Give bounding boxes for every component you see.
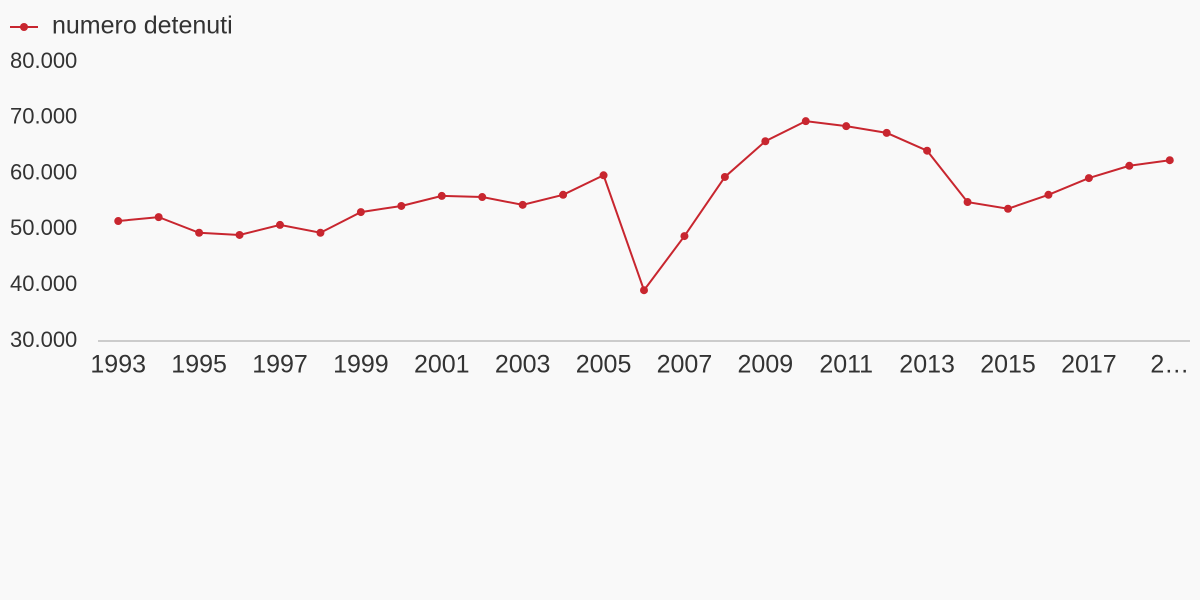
data-point — [882, 128, 891, 137]
data-point — [640, 286, 648, 295]
data-point — [114, 217, 123, 226]
data-point — [356, 208, 365, 217]
data-point — [1165, 156, 1174, 165]
x-tick-label: 2013 — [899, 351, 955, 379]
y-tick-label: 30.000 — [10, 327, 77, 352]
x-tick-label: 2015 — [980, 351, 1036, 379]
legend-marker — [20, 23, 28, 31]
data-point — [1004, 204, 1012, 213]
x-tick-label: 2009 — [738, 351, 794, 379]
data-point — [923, 146, 932, 155]
x-tick-label: 2011 — [819, 351, 873, 379]
data-point — [154, 213, 163, 222]
data-point — [559, 190, 568, 199]
y-tick-label: 40.000 — [10, 271, 77, 296]
legend-label: numero detenuti — [52, 12, 233, 40]
x-tick-label: 2017 — [1061, 351, 1117, 379]
data-point — [842, 122, 851, 131]
x-tick-label: 2001 — [414, 351, 470, 379]
data-point — [1125, 161, 1134, 170]
x-tick-label: 1999 — [333, 351, 389, 379]
data-point — [437, 191, 446, 200]
data-point — [195, 228, 204, 237]
data-point — [720, 172, 729, 181]
data-point — [761, 137, 770, 146]
data-point — [276, 220, 284, 229]
data-point — [1084, 174, 1093, 183]
x-tick-label: 1995 — [171, 351, 227, 379]
data-point — [397, 201, 406, 210]
data-point — [801, 117, 810, 126]
x-tick-label: 2005 — [576, 351, 632, 379]
data-point — [316, 228, 325, 237]
data-point — [680, 232, 689, 241]
data-point — [478, 193, 487, 202]
y-tick-label: 60.000 — [10, 159, 77, 184]
x-tick-label: 1993 — [90, 351, 146, 379]
data-point — [518, 200, 527, 209]
y-tick-label: 80.000 — [10, 48, 77, 73]
data-point — [235, 230, 244, 239]
data-point — [963, 198, 972, 207]
data-point — [599, 171, 608, 180]
x-tick-label: 1997 — [252, 351, 308, 379]
data-point — [1044, 190, 1053, 199]
x-tick-label: 2… — [1150, 351, 1189, 379]
x-tick-label: 2003 — [495, 351, 551, 379]
series-line — [118, 120, 1170, 293]
y-tick-label: 70.000 — [10, 104, 77, 129]
y-tick-label: 50.000 — [10, 215, 77, 240]
x-tick-label: 2007 — [657, 351, 713, 379]
